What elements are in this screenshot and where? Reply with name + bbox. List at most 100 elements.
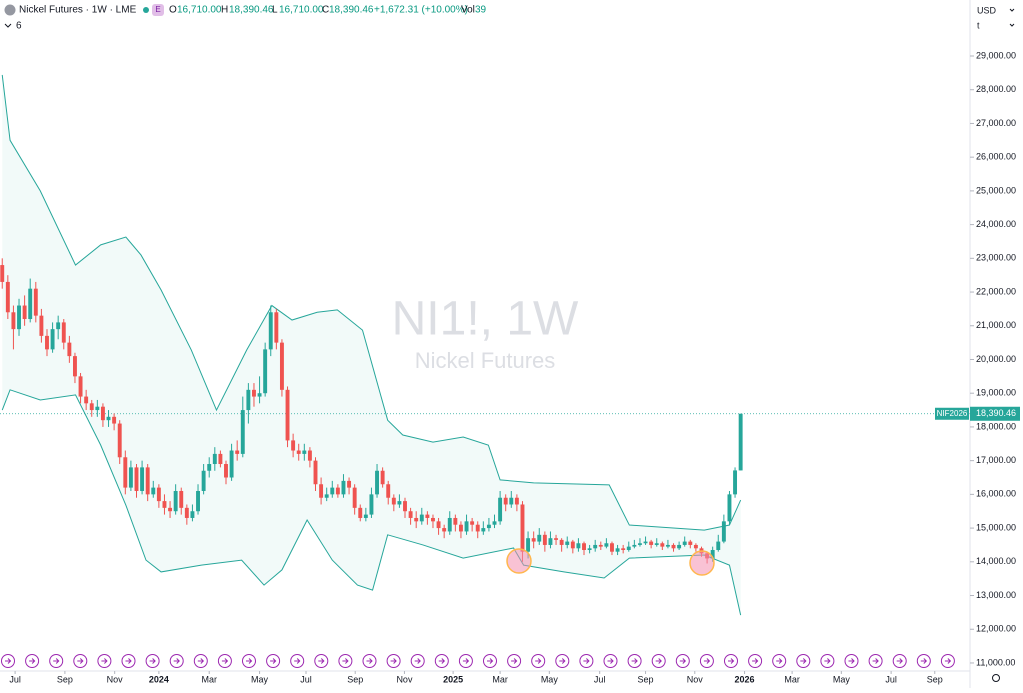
event-icon[interactable]	[25, 654, 40, 668]
candle-body	[688, 541, 693, 545]
event-icon[interactable]	[217, 654, 232, 668]
y-tick-label: 26,000.00	[976, 152, 1016, 162]
event-icon-arrow	[53, 658, 60, 664]
event-icon[interactable]	[603, 654, 618, 668]
settings-icon[interactable]	[992, 674, 1000, 682]
plot	[0, 74, 970, 616]
candle-body	[302, 450, 307, 454]
candle-body	[28, 288, 33, 320]
candle-body	[106, 416, 111, 421]
candle-body	[319, 484, 324, 498]
candle-body	[509, 497, 514, 505]
currency[interactable]: USD	[977, 5, 997, 15]
candle-body	[128, 467, 133, 488]
dropdown-icon[interactable]	[1009, 8, 1015, 12]
candle-body	[246, 389, 251, 411]
indicator-count[interactable]: 6	[16, 21, 22, 32]
event-icon[interactable]	[651, 654, 666, 668]
x-tick-label: Mar	[492, 674, 508, 684]
event-icon[interactable]	[386, 654, 401, 668]
candle-body	[45, 335, 49, 350]
unit[interactable]: t	[977, 20, 980, 30]
event-icon[interactable]	[579, 654, 594, 668]
vol-value: 39	[475, 5, 487, 16]
event-icon-arrow	[390, 658, 397, 664]
event-icon[interactable]	[169, 654, 184, 668]
event-icon[interactable]	[844, 654, 859, 668]
event-icon[interactable]	[242, 654, 256, 668]
event-icon[interactable]	[314, 654, 329, 668]
event-icon[interactable]	[796, 654, 811, 668]
event-icon[interactable]	[73, 654, 88, 668]
event-icon-arrow	[752, 658, 759, 664]
event-icon-arrow	[5, 658, 12, 664]
event-icon[interactable]	[1, 654, 15, 668]
last-price-tag-bg	[935, 407, 969, 420]
event-icon[interactable]	[748, 654, 763, 668]
candle-body	[693, 544, 698, 549]
x-tick-label: 2026	[735, 674, 755, 684]
event-icon[interactable]	[627, 654, 642, 668]
candle-body	[526, 538, 531, 552]
candle-body	[537, 534, 542, 542]
event-icon[interactable]	[410, 654, 425, 668]
candle-body	[520, 504, 525, 552]
event-icon[interactable]	[940, 654, 955, 668]
event-icon[interactable]	[434, 654, 449, 668]
event-icon[interactable]	[724, 654, 738, 668]
last-price-tag: NIF2026	[937, 409, 968, 418]
event-icon[interactable]	[868, 654, 883, 668]
y-tick-label: 25,000.00	[976, 185, 1016, 195]
candle-body	[380, 470, 385, 485]
x-tick-label: Jul	[9, 674, 21, 684]
candle-body	[503, 497, 508, 505]
event-icon-arrow	[77, 658, 84, 664]
event-icon[interactable]	[555, 654, 570, 668]
collapse-icon[interactable]	[4, 23, 12, 28]
event-icon[interactable]	[290, 654, 305, 668]
candle-body	[458, 524, 463, 532]
candle-body	[492, 521, 497, 525]
candle-body	[61, 322, 66, 343]
candle-body	[229, 450, 234, 478]
event-icon[interactable]	[49, 654, 64, 668]
event-icon[interactable]	[892, 654, 907, 668]
candle-body	[162, 501, 167, 508]
candle-body	[470, 521, 475, 525]
event-icon[interactable]	[483, 654, 497, 668]
candle-body	[67, 342, 72, 357]
event-icon-arrow	[366, 658, 373, 664]
event-icon[interactable]	[531, 654, 546, 668]
event-icon[interactable]	[121, 654, 136, 668]
event-icon-arrow	[511, 658, 518, 664]
event-icon[interactable]	[193, 654, 208, 668]
event-icon[interactable]	[820, 654, 835, 668]
candle-body	[196, 490, 200, 512]
event-icon[interactable]	[772, 654, 787, 668]
event-icon[interactable]	[145, 654, 160, 668]
candle-body	[733, 470, 738, 495]
event-icon-arrow	[944, 658, 952, 664]
ohlc-value: 16,710.00	[177, 5, 222, 16]
event-icon-arrow	[270, 658, 277, 664]
dropdown-icon[interactable]	[1009, 23, 1015, 27]
event-icon[interactable]	[458, 654, 473, 668]
candle-body	[218, 453, 223, 465]
event-icon[interactable]	[675, 654, 690, 668]
y-tick-label: 21,000.00	[976, 320, 1016, 330]
event-icon-arrow	[487, 658, 494, 664]
event-icon[interactable]	[699, 654, 714, 668]
event-icon-arrow	[294, 658, 301, 664]
event-icon-arrow	[824, 658, 831, 664]
event-icon[interactable]	[338, 654, 353, 668]
candle-body	[582, 543, 586, 551]
candle-body	[626, 546, 631, 551]
event-icon[interactable]	[916, 654, 931, 668]
event-icon-arrow	[29, 658, 36, 664]
candle-body	[313, 460, 318, 485]
event-icon[interactable]	[97, 654, 112, 668]
event-icon[interactable]	[362, 654, 377, 668]
event-icon[interactable]	[266, 654, 281, 668]
event-icon[interactable]	[507, 654, 522, 668]
candle-body	[554, 538, 559, 540]
